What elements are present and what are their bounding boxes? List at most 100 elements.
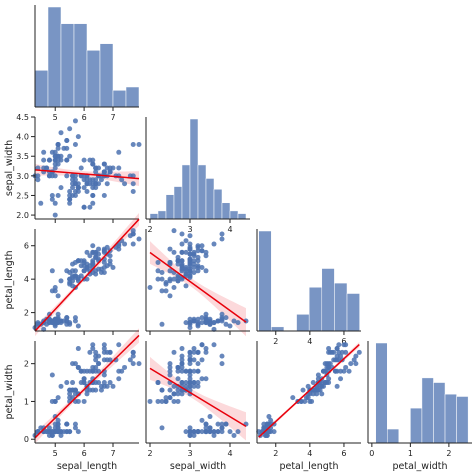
scatter-point [159,269,165,275]
x-tick-label: 2 [273,449,278,458]
scatter-point [191,249,197,255]
histogram-bar [258,230,272,332]
scatter-point [101,169,107,175]
scatter-point [324,364,330,370]
scatter-point [167,361,173,367]
scatter-point [110,383,116,389]
scatter-point [171,285,177,291]
scatter-point [195,244,201,250]
scatter-point [231,318,237,324]
scatter-point [72,391,78,397]
scatter-point [93,357,99,363]
scatter-point [64,421,70,427]
scatter-point [191,349,197,355]
scatter-point [223,315,229,321]
scatter-point [104,165,110,171]
scatter-point [35,173,41,179]
scatter-point [167,372,173,378]
scatter-point [101,264,107,270]
scatter-point [58,278,64,284]
scatter-point [55,417,61,423]
scatter-point [84,276,90,282]
scatter-point [187,349,193,355]
scatter-point [191,346,197,352]
scatter-point [90,161,96,167]
scatter-point [315,372,321,378]
scatter-point [96,361,102,367]
histogram-bar [296,314,310,332]
scatter-point [49,149,55,155]
scatter-point [116,246,122,252]
scatter-point [334,353,340,359]
x-axis-label: sepal_width [170,461,226,472]
y-axis-label: petal_length [4,250,15,309]
scatter-point [203,268,209,274]
scatter-point [84,249,90,255]
scatter-point [101,372,107,378]
scatter-point [67,429,73,435]
histogram-bar [308,287,323,332]
scatter-point [191,368,197,374]
scatter-point [171,276,177,282]
scatter-point [41,165,47,171]
scatter-point [122,181,128,187]
x-tick-label: 0 [369,449,374,458]
scatter-point [243,318,249,324]
panel-sepal_width-vs-sepal_length: 2.0 2.5 3.0 3.5 4.0 4.5 sepal_width [4,113,142,223]
scatter-point [87,157,93,163]
scatter-point [52,212,58,218]
scatter-point [195,268,201,274]
scatter-point [136,236,142,242]
scatter-point [49,192,55,198]
scatter-point [67,281,73,287]
scatter-point [183,238,189,244]
scatter-point [203,421,209,427]
scatter-point [215,318,221,324]
scatter-point [75,181,81,187]
scatter-point [191,357,197,363]
x-tick-label: 4 [307,337,312,346]
x-tick-label: 3 [187,225,192,234]
x-tick-label: 2 [147,225,152,234]
scatter-point [207,429,213,435]
scatter-point [207,321,213,327]
scatter-point [207,425,213,431]
scatter-point [179,364,185,370]
scatter-point [195,349,201,355]
scatter-point [332,368,338,374]
scatter-point [67,189,73,195]
histogram-bar [181,164,191,220]
histogram-bar [165,194,175,220]
histogram-bar [112,90,127,108]
scatter-point [326,380,332,386]
scatter-point [75,323,81,329]
scatter-point [191,258,197,264]
x-axis-label: petal_length [279,461,338,472]
scatter-point [72,387,78,393]
y-tick-label: 3.0 [16,172,29,181]
scatter-point [187,432,193,438]
scatter-point [191,429,197,435]
scatter-point [187,372,193,378]
scatter-point [167,395,173,401]
scatter-point [195,263,201,269]
x-tick-label: 7 [110,449,115,458]
scatter-point [78,258,84,264]
scatter-point [72,141,78,147]
scatter-point [55,145,61,151]
scatter-point [67,153,73,159]
scatter-point [317,383,323,389]
scatter-point [302,398,308,404]
scatter-point [179,346,185,352]
scatter-point [78,165,84,171]
scatter-point [52,165,58,171]
scatter-point [104,181,110,187]
scatter-point [67,391,73,397]
scatter-point [90,259,96,265]
scatter-point [326,346,332,352]
scatter-point [90,342,96,348]
scatter-point [93,251,99,257]
scatter-point [187,361,193,367]
histogram-bar [221,202,231,220]
scatter-point [101,342,107,348]
